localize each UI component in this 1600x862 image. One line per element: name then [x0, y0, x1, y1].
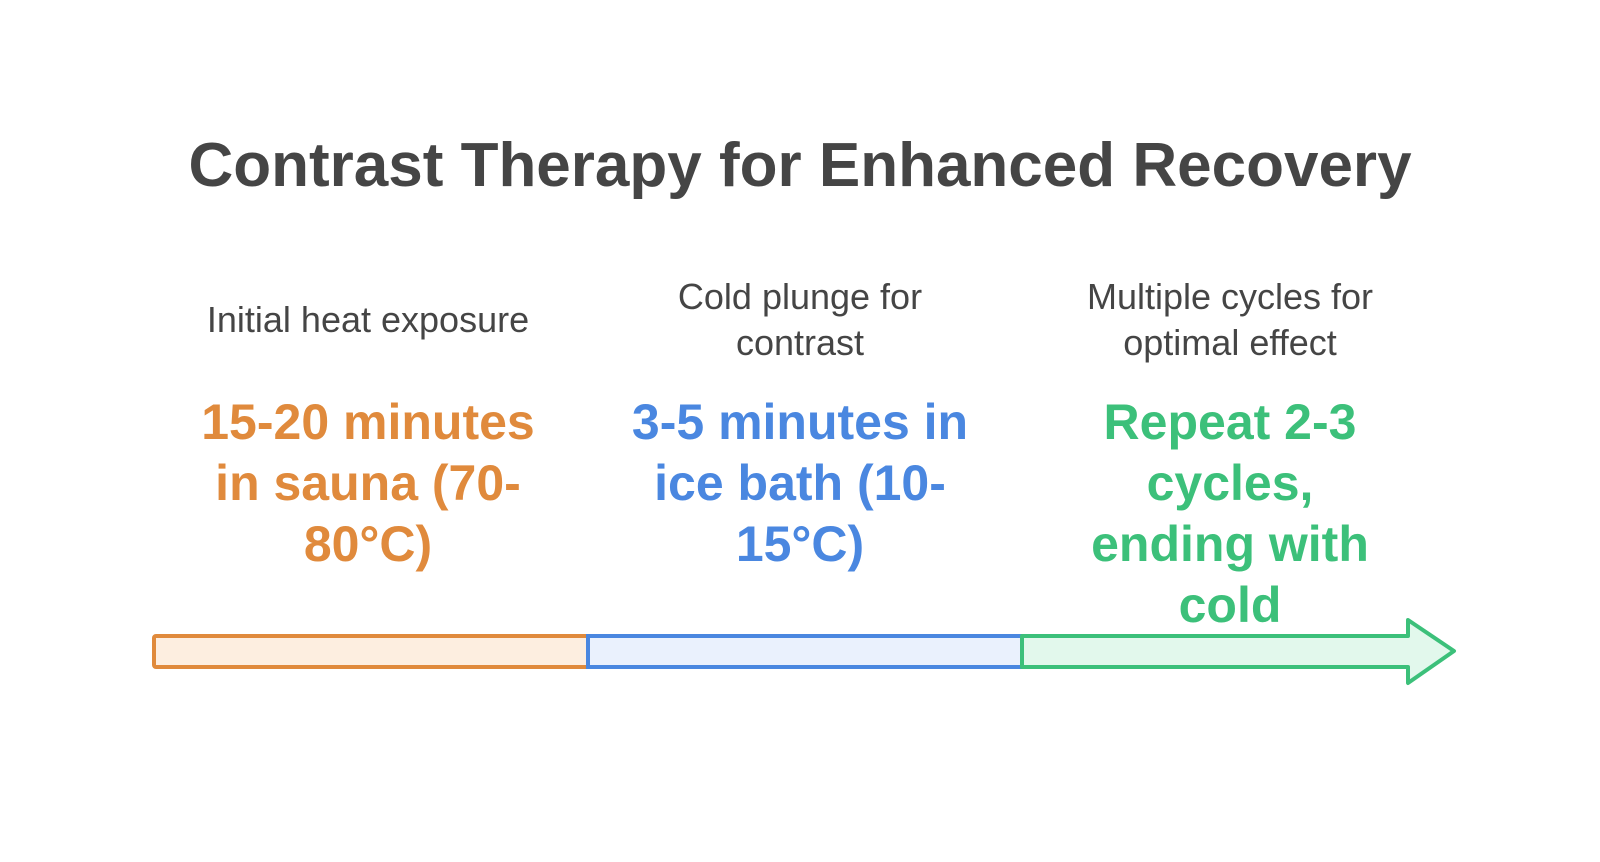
stage-repeat-label: Multiple cycles for optimal effect — [1086, 276, 1374, 363]
stage-repeat-value: Repeat 2-3 cycles, ending with cold — [1091, 394, 1369, 633]
stage-cold-label: Cold plunge for contrast — [677, 276, 923, 363]
stage-cold-value: 3-5 minutes in ice bath (10-15°C) — [631, 394, 969, 572]
stage-heat-value: 15-20 minutes in sauna (70-80°C) — [201, 394, 535, 572]
timeline-segment-repeat-arrowhead — [1020, 618, 1456, 685]
timeline-segment-cold — [586, 634, 1024, 669]
diagram-title: Contrast Therapy for Enhanced Recovery — [188, 131, 1412, 200]
stage-heat-label: Initial heat exposure — [206, 299, 530, 340]
timeline-segment-heat — [152, 634, 590, 669]
